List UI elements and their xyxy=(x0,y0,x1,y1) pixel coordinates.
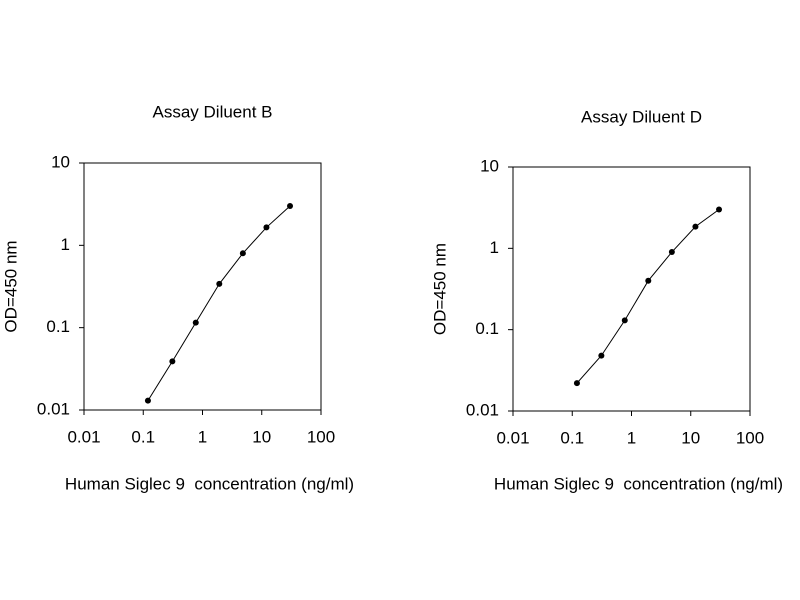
data-point xyxy=(239,250,246,257)
x-tick-label: 0.1 xyxy=(560,428,584,447)
data-point xyxy=(598,352,605,359)
plot-frame xyxy=(83,162,322,411)
chart: Assay Diluent B Human Siglec 9 concentrat… xyxy=(1,102,354,493)
data-point xyxy=(716,206,723,213)
x-axis-label: Human Siglec 9 concentration (ng/ml) xyxy=(494,474,783,493)
data-point xyxy=(192,319,199,326)
x-tick-label: 100 xyxy=(736,428,764,447)
series-line xyxy=(147,205,291,401)
y-tick-label: 0.1 xyxy=(475,319,499,338)
x-tick-label: 1 xyxy=(198,427,207,446)
chart-title: Assay Diluent D xyxy=(581,107,702,126)
x-tick-label: 0.01 xyxy=(496,428,529,447)
y-tick-label: 0.1 xyxy=(46,317,70,336)
data-point xyxy=(287,203,294,210)
data-point xyxy=(645,277,652,284)
data-point xyxy=(169,358,176,365)
chart-title: Assay Diluent B xyxy=(153,102,273,121)
x-tick-label: 1 xyxy=(627,428,636,447)
data-point xyxy=(668,249,675,256)
y-tick-label: 1 xyxy=(490,238,499,257)
data-point xyxy=(263,224,270,231)
y-tick-label: 1 xyxy=(61,235,70,254)
y-tick-label: 10 xyxy=(51,152,70,171)
y-tick-label: 0.01 xyxy=(466,400,499,419)
data-point xyxy=(692,223,699,230)
x-tick-label: 0.01 xyxy=(67,427,100,446)
chart: Assay Diluent D Human Siglec 9 concentrat… xyxy=(430,107,783,493)
x-tick-label: 0.1 xyxy=(131,427,155,446)
x-tick-label: 100 xyxy=(307,427,335,446)
y-axis-label: OD=450 nm xyxy=(1,240,20,332)
data-point xyxy=(573,380,580,387)
x-tick-label: 10 xyxy=(681,428,700,447)
x-tick-label: 10 xyxy=(252,427,271,446)
x-axis-label: Human Siglec 9 concentration (ng/ml) xyxy=(65,474,354,493)
data-point xyxy=(144,397,151,404)
plot-frame xyxy=(512,166,751,412)
series-line xyxy=(576,209,720,384)
y-axis-label: OD=450 nm xyxy=(430,243,449,335)
data-point xyxy=(621,317,628,324)
y-tick-label: 10 xyxy=(480,156,499,175)
y-tick-label: 0.01 xyxy=(37,399,70,418)
data-point xyxy=(216,280,223,287)
